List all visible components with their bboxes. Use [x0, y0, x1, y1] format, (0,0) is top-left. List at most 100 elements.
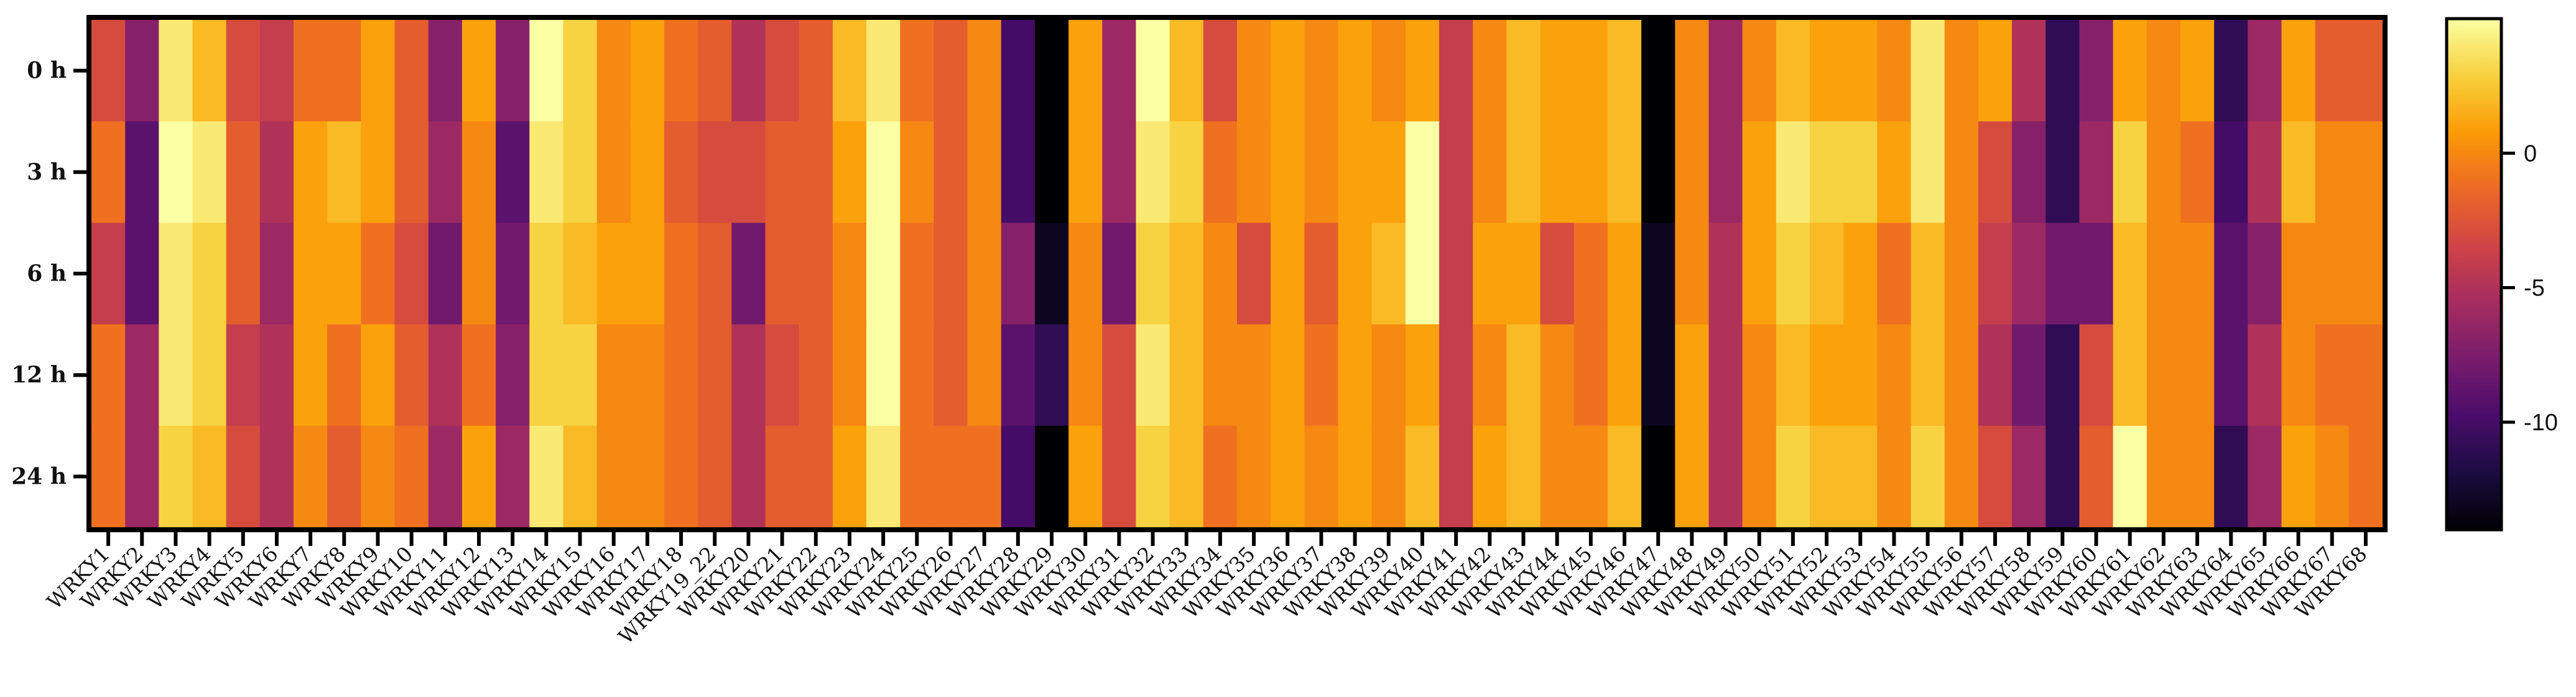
heatmap-cell — [1742, 223, 1777, 325]
heatmap-cell — [394, 20, 429, 122]
heatmap-cell — [1304, 20, 1339, 122]
heatmap-cell — [1877, 20, 1912, 122]
heatmap-cell — [1641, 324, 1675, 427]
heatmap-cell — [496, 324, 530, 427]
heatmap-cell — [125, 425, 159, 528]
heatmap-cell — [327, 223, 362, 325]
heatmap-cell — [461, 324, 496, 427]
heatmap-cell — [2113, 223, 2147, 325]
heatmap-cell — [630, 121, 665, 223]
heatmap-cell — [967, 223, 1002, 325]
heatmap-cell — [2248, 324, 2282, 427]
heatmap-cell — [765, 223, 800, 325]
heatmap-cell — [2012, 425, 2046, 528]
colorbar-tick-label: 0 — [2524, 141, 2537, 167]
heatmap-cell — [91, 20, 126, 122]
heatmap-cell — [1237, 425, 1271, 528]
heatmap-cell — [361, 223, 396, 325]
heatmap-cell — [1473, 324, 1508, 427]
heatmap-cell — [1169, 324, 1204, 427]
row-label: 0 h — [27, 58, 67, 84]
heatmap-cell — [1877, 425, 1912, 528]
heatmap-cell — [1271, 223, 1305, 325]
heatmap-frame — [86, 15, 2388, 532]
heatmap-cell — [596, 223, 631, 325]
heatmap-cell — [1136, 425, 1170, 528]
heatmap-cell — [2248, 425, 2282, 528]
heatmap-cell — [1001, 20, 1035, 122]
heatmap-cell — [1911, 223, 1945, 325]
heatmap-cell — [1641, 20, 1675, 122]
heatmap-cell — [1405, 121, 1440, 223]
column-ticks — [106, 531, 2368, 546]
heatmap-cell — [596, 20, 631, 122]
heatmap-cell — [698, 324, 732, 427]
heatmap-cell — [1304, 223, 1339, 325]
row-label: 12 h — [11, 362, 67, 388]
heatmap-cell — [226, 20, 261, 122]
row-labels: 0 h 3 h 6 h 12 h 24 h — [11, 58, 88, 489]
heatmap-cell — [1944, 121, 1979, 223]
heatmap-cell — [900, 324, 935, 427]
heatmap-cell — [1573, 425, 1608, 528]
colorbar-ticks: 0 -5 -10 — [2501, 141, 2558, 436]
heatmap-cell — [1034, 223, 1069, 325]
heatmap-cell — [1573, 121, 1608, 223]
heatmap-cell — [2113, 425, 2147, 528]
heatmap-cell — [1136, 121, 1170, 223]
heatmap-cell — [2281, 223, 2316, 325]
heatmap-cell — [731, 121, 766, 223]
heatmap-cell — [967, 121, 1002, 223]
heatmap-cell — [866, 324, 901, 427]
heatmap-cell — [1169, 425, 1204, 528]
column-labels: WRKY1WRKY2WRKY3WRKY4WRKY5WRKY6WRKY7WRKY8… — [42, 542, 2372, 649]
heatmap-cell — [361, 425, 396, 528]
heatmap-cell — [1102, 223, 1137, 325]
heatmap-cell — [1776, 20, 1810, 122]
heatmap-cell — [294, 20, 328, 122]
row-label: 6 h — [27, 261, 67, 287]
heatmap-cell — [2012, 121, 2046, 223]
heatmap-cell — [1001, 121, 1035, 223]
heatmap-cell — [1405, 324, 1440, 427]
heatmap-cell — [1641, 121, 1675, 223]
heatmap-cell — [2348, 425, 2383, 528]
heatmap-cell — [192, 223, 227, 325]
heatmap-cell — [1473, 425, 1508, 528]
heatmap-cell — [91, 121, 126, 223]
heatmap-cell — [1843, 425, 1878, 528]
heatmap-cell — [563, 324, 598, 427]
heatmap-cell — [967, 425, 1002, 528]
heatmap-cell — [1540, 121, 1575, 223]
heatmap-cell — [2315, 324, 2350, 427]
heatmap-cell — [1573, 324, 1608, 427]
heatmap-cell — [900, 425, 935, 528]
heatmap-cell — [832, 223, 867, 325]
heatmap-cell — [1708, 223, 1743, 325]
heatmap-cell — [1271, 20, 1305, 122]
colorbar — [2445, 17, 2503, 532]
heatmap-cell — [1911, 425, 1945, 528]
heatmap-cell — [294, 324, 328, 427]
heatmap-cell — [159, 425, 193, 528]
heatmap-cell — [1843, 324, 1878, 427]
heatmap-cell — [731, 324, 766, 427]
heatmap-cell — [563, 223, 598, 325]
heatmap-cell — [2315, 20, 2350, 122]
heatmap-cell — [1911, 324, 1945, 427]
heatmap-cell — [1607, 20, 1642, 122]
heatmap-cell — [496, 425, 530, 528]
heatmap-cell — [2281, 20, 2316, 122]
heatmap-cell — [394, 324, 429, 427]
heatmap-cell — [1001, 223, 1035, 325]
heatmap-cell — [461, 425, 496, 528]
heatmap-cell — [900, 121, 935, 223]
heatmap-cell — [1034, 20, 1069, 122]
heatmap-cell — [765, 121, 800, 223]
heatmap-cell — [731, 223, 766, 325]
heatmap-cell — [1338, 425, 1373, 528]
heatmap-cell — [832, 324, 867, 427]
heatmap-cell — [1473, 121, 1508, 223]
heatmap-cell — [529, 223, 564, 325]
heatmap-cell — [2046, 121, 2080, 223]
